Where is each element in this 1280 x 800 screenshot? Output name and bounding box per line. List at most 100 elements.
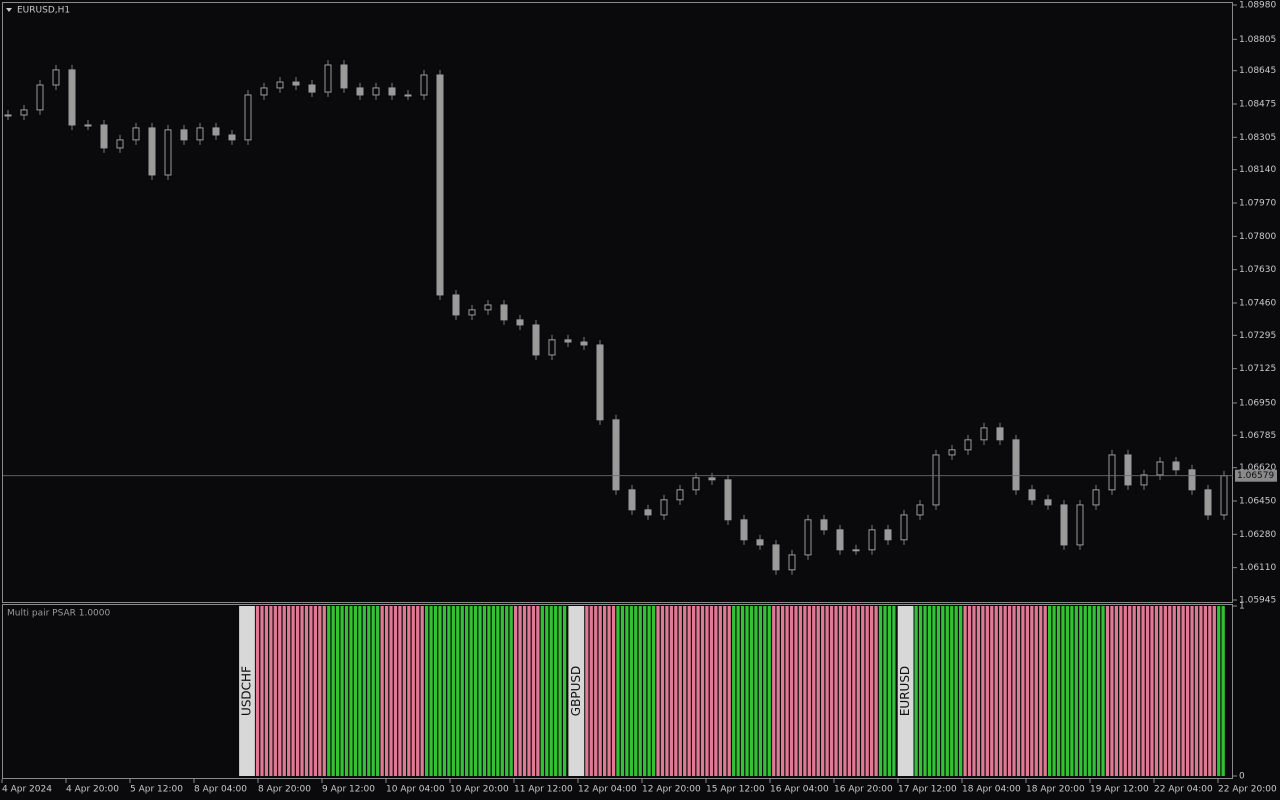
y-tick-label: 1.08140 — [1239, 165, 1276, 175]
candle-body — [596, 344, 604, 421]
candle-body — [564, 339, 572, 343]
psar-bar — [749, 606, 754, 776]
psar-bar — [763, 606, 767, 776]
psar-bar — [318, 606, 322, 776]
candle-body — [932, 454, 940, 506]
x-tick-label: 22 Apr 20:00 — [1218, 785, 1277, 795]
psar-bar — [1119, 606, 1123, 776]
candle-body — [1124, 454, 1132, 486]
psar-bar — [558, 606, 562, 776]
candle-body — [628, 489, 636, 511]
psar-bar — [585, 606, 589, 776]
psar-bar — [1052, 606, 1056, 776]
psar-bar — [554, 606, 558, 776]
candle-body — [788, 554, 796, 571]
x-tick-label: 12 Apr 20:00 — [642, 785, 701, 795]
psar-bar — [402, 606, 406, 776]
candle-body — [548, 339, 556, 356]
psar-bar — [1123, 606, 1127, 776]
candle-body — [900, 514, 908, 541]
candle-body — [1204, 489, 1212, 516]
psar-bar — [852, 606, 856, 776]
x-tick-label: 5 Apr 12:00 — [130, 785, 183, 795]
psar-bar — [269, 606, 273, 776]
psar-bar — [1034, 606, 1038, 776]
psar-bar — [522, 606, 527, 776]
candle-body — [1044, 499, 1052, 506]
psar-bar — [291, 606, 295, 776]
psar-bar — [656, 606, 660, 776]
candle-body — [804, 519, 812, 556]
psar-bar — [1110, 606, 1114, 776]
candle-body — [244, 94, 252, 141]
psar-bar — [745, 606, 749, 776]
candle-body — [1028, 489, 1036, 501]
psar-bar — [1079, 606, 1083, 776]
psar-bar — [914, 606, 918, 776]
psar-bar — [465, 606, 469, 776]
psar-bar — [918, 606, 923, 776]
psar-bar — [1172, 606, 1176, 776]
candle-body — [692, 477, 700, 491]
candle-body — [100, 124, 108, 149]
candle-body — [724, 479, 732, 521]
psar-bar — [963, 606, 967, 776]
candle-body — [68, 69, 76, 126]
psar-bar — [451, 606, 455, 776]
candle-body — [84, 124, 92, 127]
pair-label: GBPUSD — [569, 666, 583, 716]
psar-bar — [732, 606, 736, 776]
pair-block — [239, 606, 255, 776]
psar-bar — [994, 606, 998, 776]
psar-bar — [309, 606, 313, 776]
psar-bar — [620, 606, 625, 776]
psar-bar — [398, 606, 402, 776]
psar-bar — [954, 606, 958, 776]
psar-bar — [536, 606, 540, 776]
candle-body — [164, 129, 172, 176]
psar-bar — [500, 606, 504, 776]
psar-bar — [367, 606, 371, 776]
psar-run — [1217, 606, 1226, 776]
psar-bar — [442, 606, 447, 776]
psar-bar — [380, 606, 384, 776]
psar-bar — [313, 606, 317, 776]
psar-bar — [709, 606, 714, 776]
psar-bar — [999, 606, 1003, 776]
psar-bar — [1154, 606, 1159, 776]
psar-bar — [1088, 606, 1092, 776]
psar-bar — [393, 606, 398, 776]
psar-run — [380, 606, 425, 776]
psar-bar — [1070, 606, 1074, 776]
psar-bar — [736, 606, 740, 776]
x-tick-label: 12 Apr 04:00 — [578, 785, 637, 795]
psar-bar — [433, 606, 438, 776]
x-tick-label: 8 Apr 04:00 — [194, 785, 247, 795]
x-tick-label: 8 Apr 20:00 — [258, 785, 311, 795]
psar-bar — [1012, 606, 1016, 776]
psar-bar — [371, 606, 375, 776]
psar-bar — [758, 606, 762, 776]
psar-bar — [1199, 606, 1203, 776]
psar-bar — [478, 606, 482, 776]
psar-bar — [754, 606, 758, 776]
psar-bar — [1039, 606, 1043, 776]
psar-bar — [651, 606, 656, 776]
psar-bar — [883, 606, 887, 776]
candle-body — [4, 114, 12, 117]
psar-bar — [416, 606, 420, 776]
candle-body — [516, 319, 524, 326]
psar-run — [540, 606, 568, 776]
menu-arrow[interactable] — [6, 8, 12, 12]
psar-bar — [264, 606, 269, 776]
psar-bar — [469, 606, 473, 776]
psar-bar — [384, 606, 389, 776]
psar-bar — [967, 606, 972, 776]
candle-body — [676, 489, 684, 501]
y-tick-label: 1.06620 — [1239, 463, 1276, 473]
psar-bar — [625, 606, 629, 776]
x-tick-label: 10 Apr 20:00 — [450, 785, 509, 795]
psar-bar — [1025, 606, 1029, 776]
psar-bar — [1030, 606, 1034, 776]
candle-body — [452, 294, 460, 316]
